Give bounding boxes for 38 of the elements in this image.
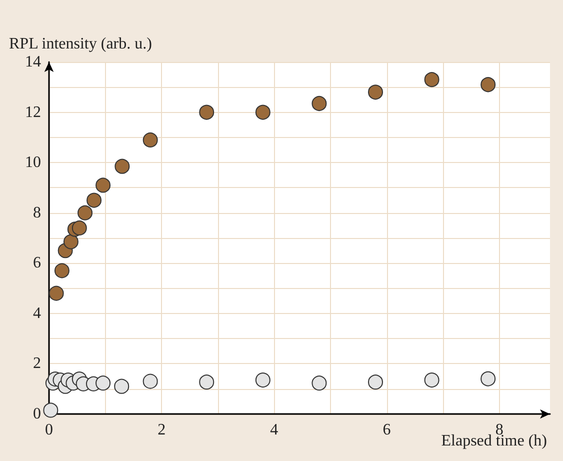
y-axis-title: RPL intensity (arb. u.): [9, 36, 152, 52]
point: [424, 372, 440, 388]
point: [255, 372, 270, 388]
y-tick-label: 8: [33, 204, 41, 222]
point: [480, 371, 496, 386]
y-tick-label: 6: [33, 254, 41, 272]
point: [72, 220, 87, 236]
y-tick-label: 4: [33, 304, 41, 322]
point: [43, 402, 58, 418]
point: [48, 286, 64, 301]
point: [114, 158, 130, 174]
point: [86, 192, 102, 208]
point: [480, 77, 496, 92]
point: [199, 374, 214, 390]
point: [63, 234, 78, 250]
y-tick-label: 12: [25, 104, 41, 121]
x-tick-label: 0: [45, 422, 53, 438]
point: [368, 374, 383, 390]
point: [96, 376, 111, 391]
y-tick-label: 14: [25, 54, 41, 70]
point: [78, 205, 93, 220]
x-tick-label: 2: [158, 422, 166, 438]
point: [199, 104, 214, 120]
point: [368, 84, 383, 100]
point: [424, 72, 440, 88]
point: [96, 178, 111, 193]
point: [114, 378, 130, 394]
point: [312, 376, 327, 391]
y-tick-label: 2: [33, 355, 41, 372]
y-tick-label: 10: [25, 154, 41, 172]
point: [142, 132, 158, 148]
x-tick-label: 6: [382, 422, 391, 438]
point: [255, 104, 270, 120]
y-tick-label: 0: [33, 406, 41, 422]
x-tick-label: 4: [270, 422, 278, 438]
point: [142, 374, 158, 389]
point: [54, 263, 70, 278]
point: [312, 96, 327, 111]
